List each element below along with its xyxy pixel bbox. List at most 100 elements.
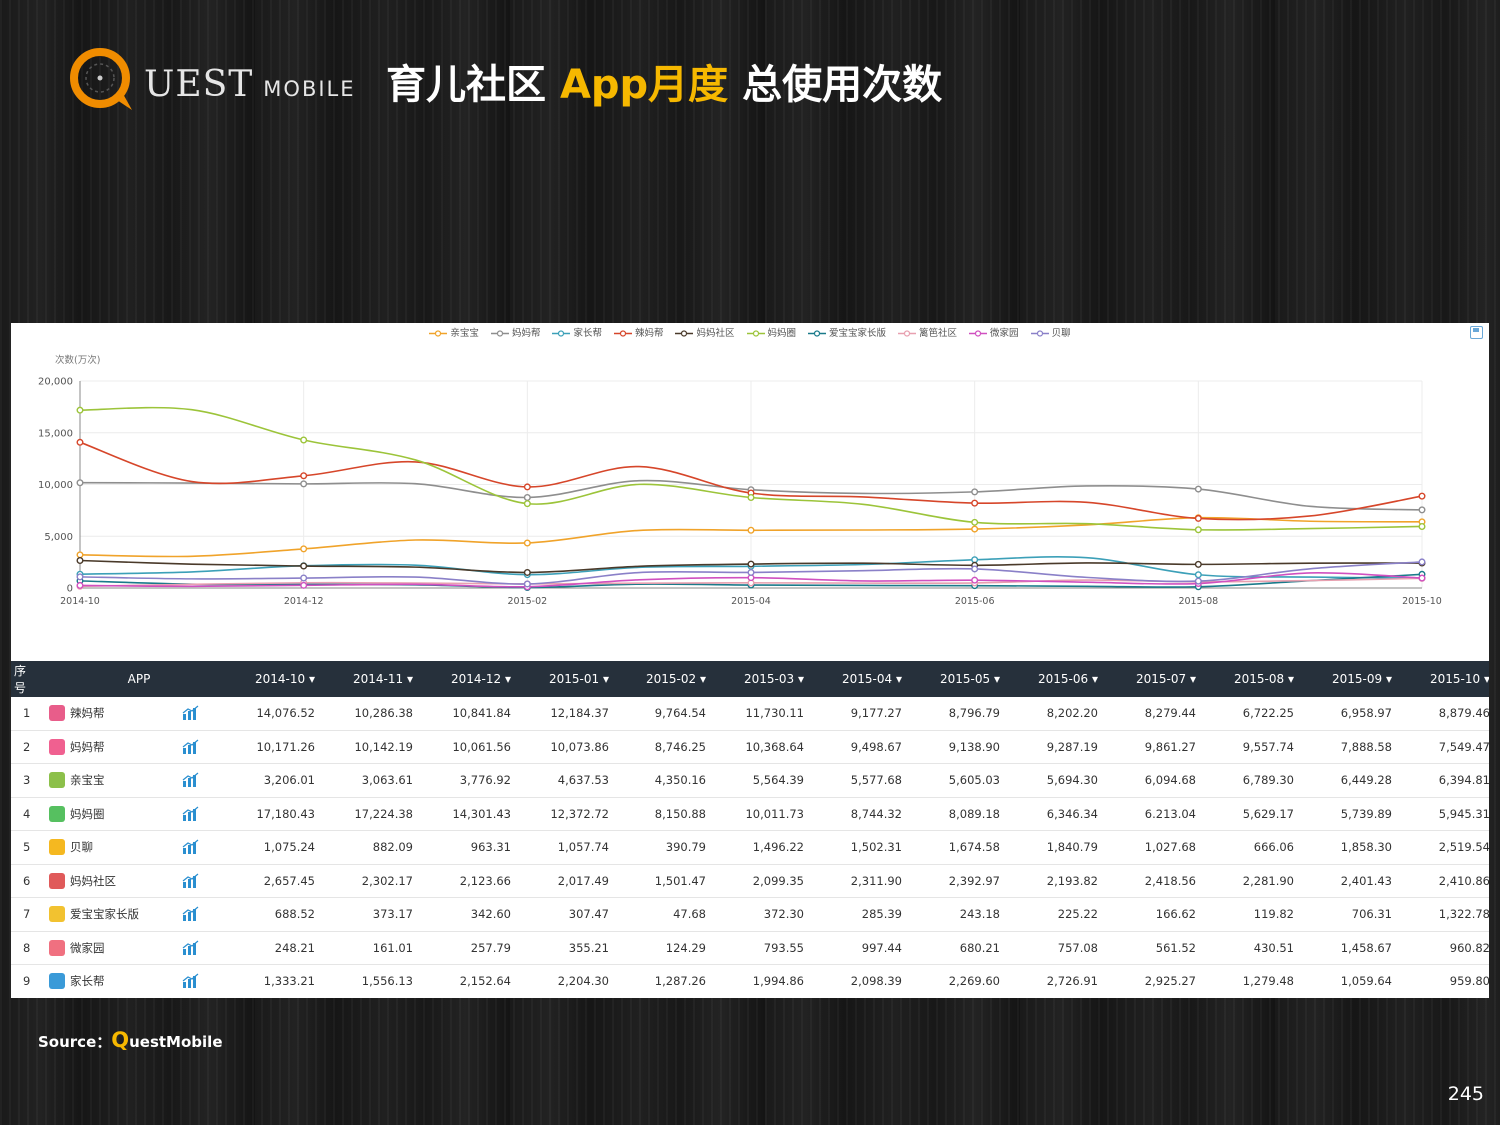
- header-month[interactable]: 2015-03 ▾: [716, 661, 814, 697]
- app-name: 妈妈帮: [70, 739, 105, 754]
- series-point: [300, 480, 308, 488]
- trend-chart-icon[interactable]: [182, 705, 200, 721]
- row-value: 8,202.20: [1010, 697, 1108, 731]
- row-value: 2,657.45: [246, 864, 325, 898]
- table-row[interactable]: 9 家长帮 1,333.21 1,556.13 2,152.64 2,204.30 1,28…: [11, 964, 1489, 998]
- header-month[interactable]: 2015-09 ▾: [1304, 661, 1402, 697]
- header-month[interactable]: 2015-10 ▾: [1402, 661, 1489, 697]
- legend-item[interactable]: 辣妈帮: [613, 325, 664, 339]
- x-tick-label: 2015-02: [507, 596, 547, 607]
- trend-chart-icon[interactable]: [182, 873, 200, 889]
- series-point: [300, 581, 308, 589]
- table-row[interactable]: 3 亲宝宝 3,206.01 3,063.61 3,776.92 4,637.53 4,35…: [11, 763, 1489, 798]
- legend-swatch: [808, 329, 827, 338]
- series-point: [1418, 574, 1426, 582]
- row-value: 2,519.54: [1402, 830, 1489, 865]
- row-app: 微家园: [41, 931, 246, 965]
- header-month[interactable]: 2015-04 ▾: [814, 661, 912, 697]
- row-app: 妈妈社区: [41, 864, 246, 898]
- legend-swatch: [1030, 329, 1049, 338]
- row-value: 6.213.04: [1108, 797, 1206, 831]
- legend-item[interactable]: 妈妈帮: [490, 325, 541, 339]
- save-image-icon[interactable]: [1470, 326, 1483, 339]
- legend-label: 妈妈帮: [511, 328, 541, 339]
- row-value: 430.51: [1206, 931, 1304, 965]
- app-name: 贝聊: [70, 840, 93, 855]
- trend-chart-icon[interactable]: [182, 940, 200, 956]
- series-point: [76, 438, 84, 446]
- trend-chart-icon[interactable]: [182, 772, 200, 788]
- y-tick-label: 0: [67, 584, 73, 595]
- header-month[interactable]: 2015-02 ▾: [619, 661, 716, 697]
- row-value: 10,286.38: [325, 697, 423, 731]
- row-value: 248.21: [246, 931, 325, 965]
- header-month[interactable]: 2014-12 ▾: [423, 661, 521, 697]
- legend-item[interactable]: 妈妈社区: [675, 325, 735, 339]
- table-row[interactable]: 5 贝聊 1,075.24 882.09 963.31 1,057.74 390.79 1,4…: [11, 830, 1489, 865]
- table-row[interactable]: 1 辣妈帮 14,076.52 10,286.38 10,841.84 12,184.37…: [11, 697, 1489, 731]
- row-value: 372.30: [716, 897, 814, 932]
- row-index: 8: [11, 931, 41, 965]
- header-month[interactable]: 2015-05 ▾: [912, 661, 1010, 697]
- row-value: 6,789.30: [1206, 763, 1304, 798]
- legend-item[interactable]: 微家园: [969, 325, 1019, 339]
- series-point: [971, 499, 979, 507]
- trend-chart-icon[interactable]: [182, 739, 200, 755]
- row-value: 6,449.28: [1304, 763, 1402, 798]
- table-row[interactable]: 2 妈妈帮 10,171.26 10,142.19 10,061.56 10,073.86…: [11, 730, 1489, 764]
- legend-item[interactable]: 亲宝宝: [429, 325, 479, 339]
- header-month[interactable]: 2014-11 ▾: [325, 661, 423, 697]
- source-label: Source：: [38, 1033, 112, 1051]
- trend-chart-icon[interactable]: [182, 906, 200, 922]
- legend-label: 家长帮: [573, 328, 602, 339]
- legend-item[interactable]: 篱笆社区: [898, 325, 957, 339]
- row-index: 1: [11, 697, 41, 731]
- series-point: [76, 573, 84, 581]
- jiazhangbang-icon: [49, 973, 65, 990]
- beiliao-icon: [49, 839, 65, 856]
- row-value: 2,269.60: [912, 964, 1010, 998]
- row-value: 997.44: [814, 931, 912, 965]
- series-point: [76, 556, 84, 564]
- table-row[interactable]: 7 爱宝宝家长版 688.52 373.17 342.60 307.47 47.68 372.…: [11, 897, 1489, 932]
- trend-chart-icon[interactable]: [182, 806, 200, 822]
- legend-item[interactable]: 家长帮: [552, 325, 602, 339]
- row-value: 10,368.64: [716, 730, 814, 764]
- row-value: 3,063.61: [325, 763, 423, 798]
- trend-chart-icon[interactable]: [182, 839, 200, 855]
- header-month[interactable]: 2015-01 ▾: [521, 661, 619, 697]
- y-tick-label: 20,000: [38, 377, 73, 388]
- legend-item[interactable]: 妈妈圈: [746, 325, 796, 339]
- series-point: [523, 580, 531, 588]
- header-month[interactable]: 2015-07 ▾: [1108, 661, 1206, 697]
- row-value: 10,142.19: [325, 730, 423, 764]
- row-value: 793.55: [716, 931, 814, 965]
- table-row[interactable]: 6 妈妈社区 2,657.45 2,302.17 2,123.66 2,017.49 1,5…: [11, 864, 1489, 898]
- row-value: 963.31: [423, 830, 521, 865]
- legend-swatch: [969, 329, 988, 338]
- header-month[interactable]: 2015-06 ▾: [1010, 661, 1108, 697]
- series-point: [76, 551, 84, 559]
- table-row[interactable]: 8 微家园 248.21 161.01 257.79 355.21 124.29 793.55…: [11, 931, 1489, 965]
- legend-label: 辣妈帮: [634, 328, 664, 339]
- title-part2: 总使用次数: [728, 62, 943, 108]
- table-row[interactable]: 4 妈妈圈 17,180.43 17,224.38 14,301.43 12,372.72…: [11, 797, 1489, 831]
- app-name: 爱宝宝家长版: [70, 907, 139, 922]
- header-month[interactable]: 2015-08 ▾: [1206, 661, 1304, 697]
- legend-item[interactable]: 爱宝宝家长版: [808, 325, 886, 339]
- header-month[interactable]: 2014-10 ▾: [246, 661, 325, 697]
- row-value: 5,694.30: [1010, 763, 1108, 798]
- legend-swatch: [429, 329, 448, 338]
- row-value: 757.08: [1010, 931, 1108, 965]
- legend-item[interactable]: 贝聊: [1030, 325, 1071, 339]
- legend-swatch: [613, 329, 632, 338]
- row-value: 666.06: [1206, 830, 1304, 865]
- y-axis-label: 次数(万次): [55, 354, 100, 366]
- row-value: 9,557.74: [1206, 730, 1304, 764]
- row-value: 706.31: [1304, 897, 1402, 932]
- row-value: 2,193.82: [1010, 864, 1108, 898]
- row-value: 10,073.86: [521, 730, 619, 764]
- trend-chart-icon[interactable]: [182, 973, 200, 989]
- app-name: 辣妈帮: [70, 706, 105, 721]
- series-point: [300, 562, 308, 570]
